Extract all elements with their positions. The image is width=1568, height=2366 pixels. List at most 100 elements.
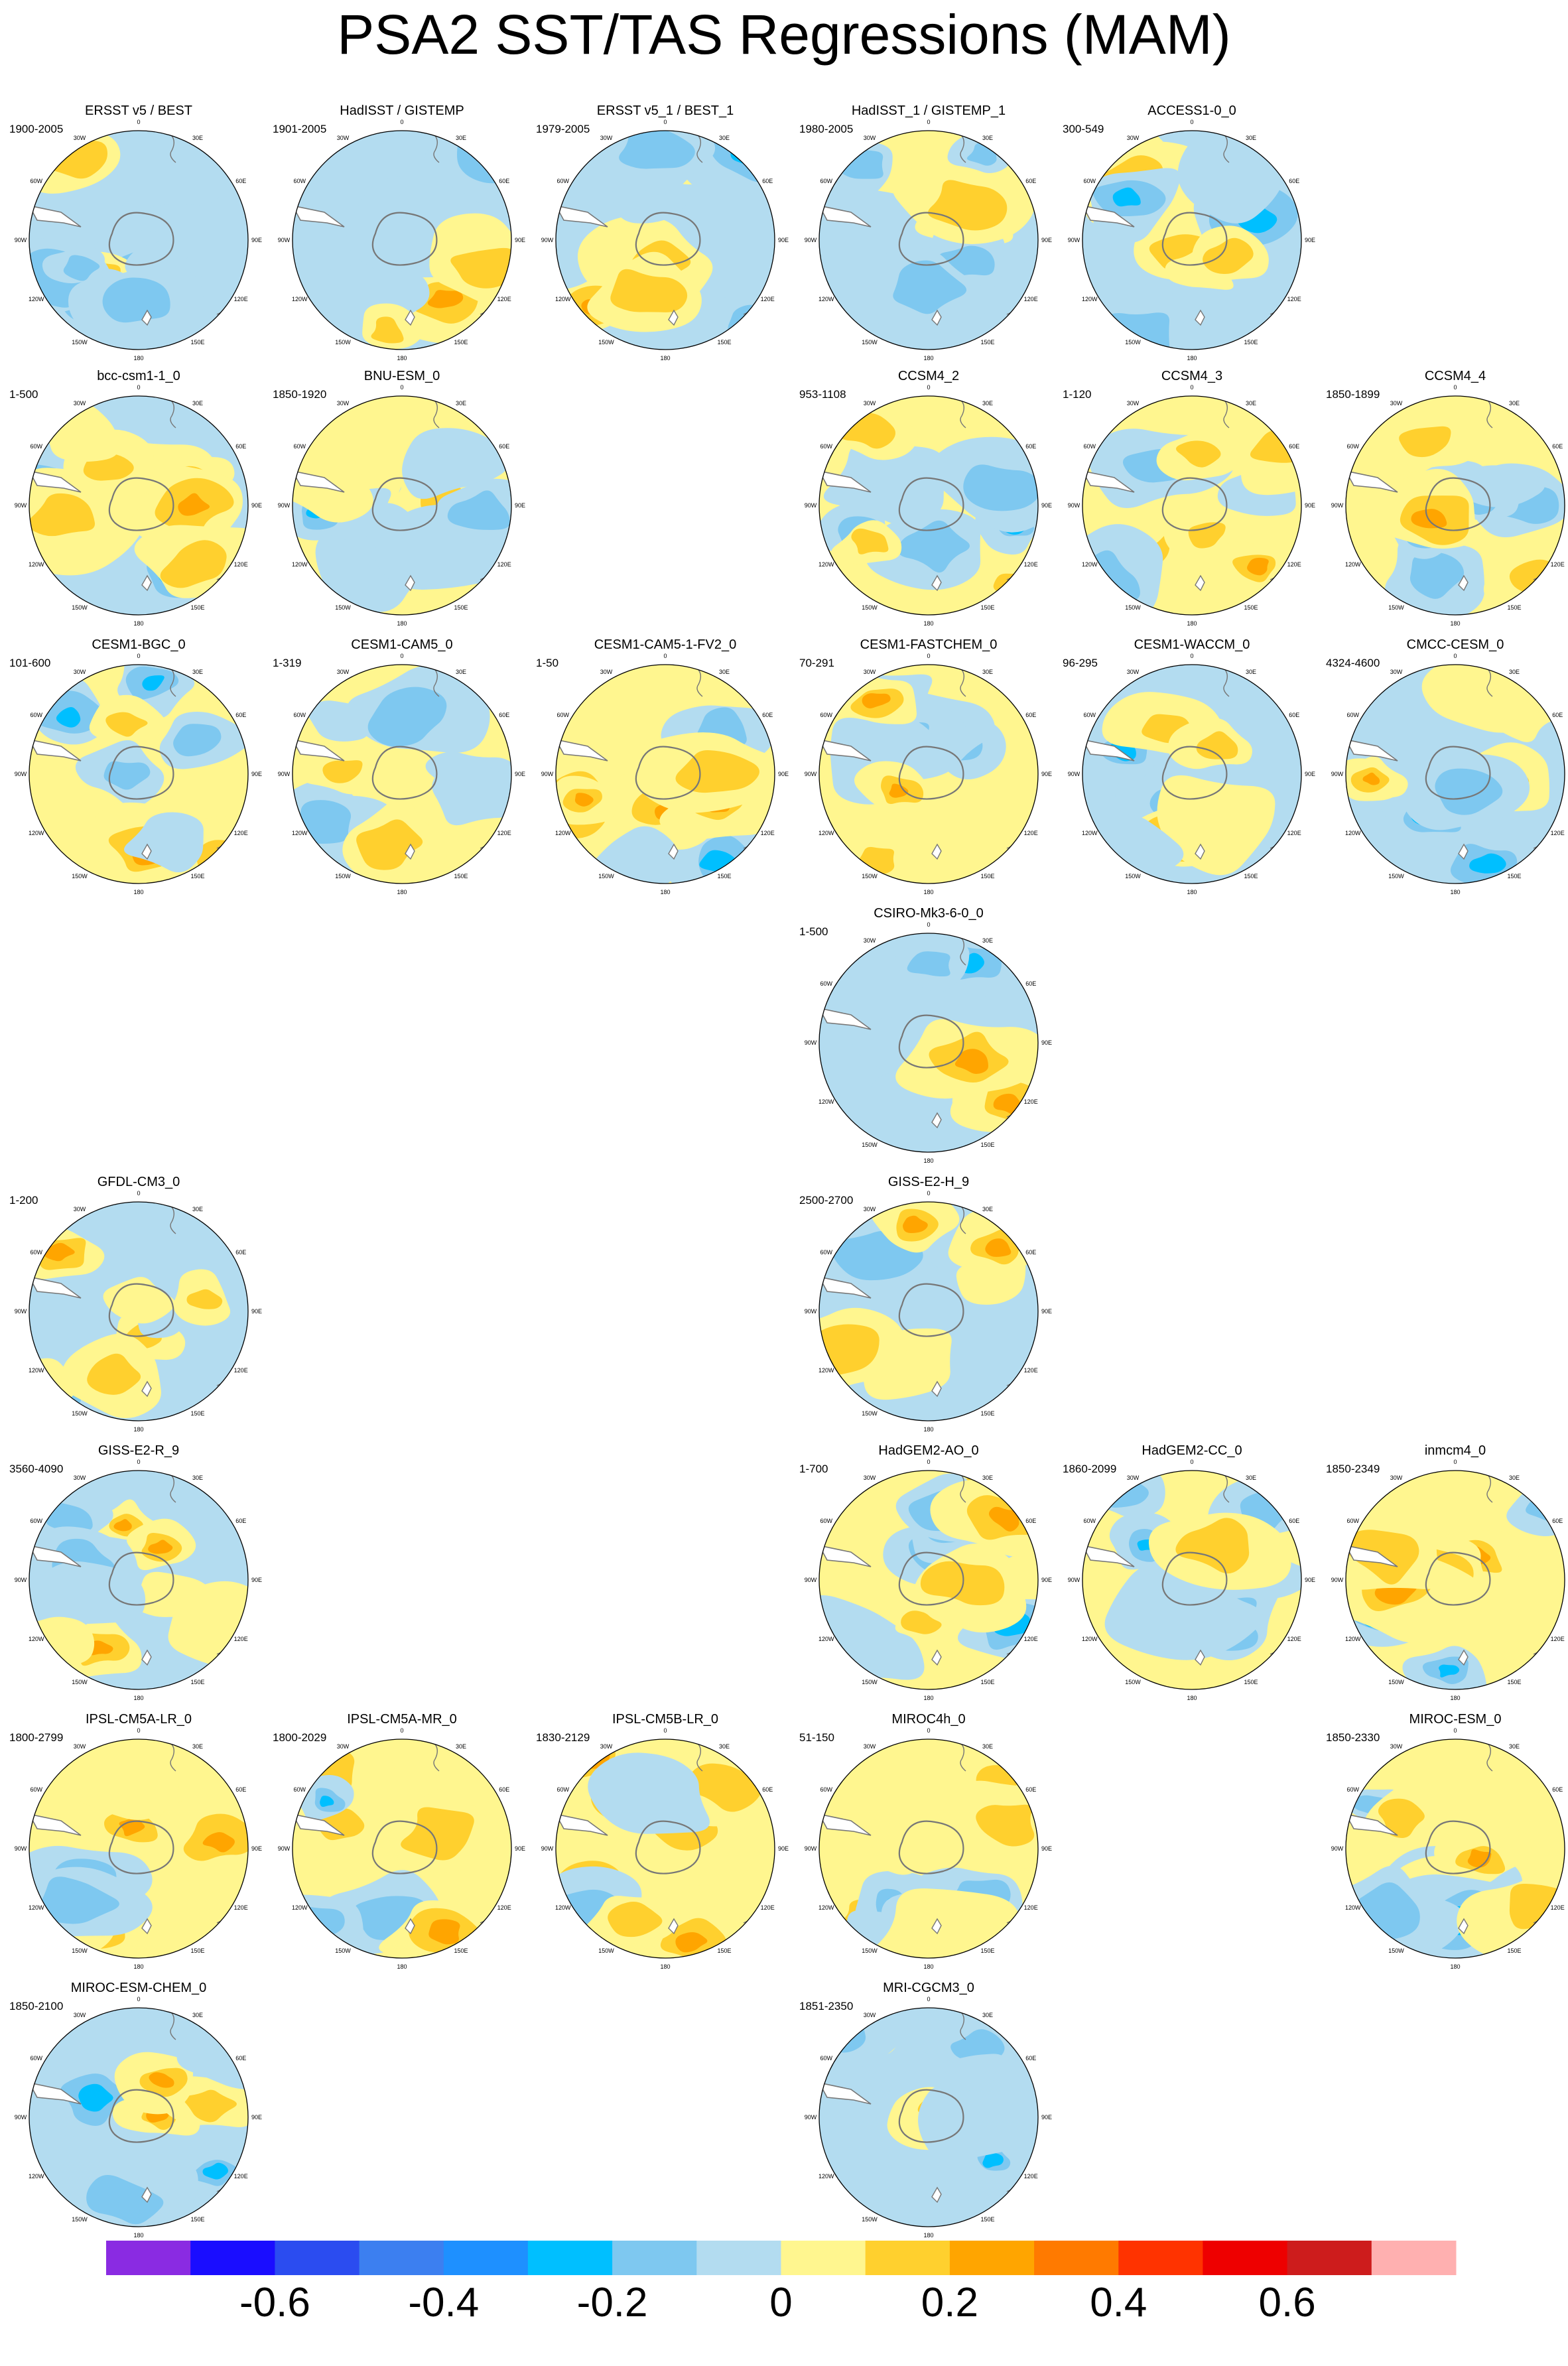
anomaly-contour bbox=[183, 2089, 237, 2123]
longitude-label: 120W bbox=[29, 296, 44, 302]
longitude-label: 90E bbox=[1041, 1577, 1052, 1583]
longitude-label: 120W bbox=[555, 1904, 571, 1911]
anomaly-contour bbox=[819, 2012, 852, 2036]
longitude-label: 30E bbox=[192, 1206, 203, 1213]
longitude-label: 90W bbox=[15, 1308, 27, 1315]
longitude-label: 60E bbox=[762, 178, 773, 184]
longitude-label: 150W bbox=[1125, 339, 1141, 346]
panel-year-range: 1830-2129 bbox=[536, 1731, 590, 1744]
panel-title: IPSL-CM5A-LR_0 bbox=[85, 1712, 192, 1727]
longitude-label: 30W bbox=[864, 1206, 876, 1213]
longitude-label: 60E bbox=[1025, 712, 1036, 718]
longitude-label: 90W bbox=[1331, 1577, 1344, 1583]
longitude-label: 90W bbox=[541, 771, 554, 777]
longitude-label: 90W bbox=[15, 771, 27, 777]
anomaly-contour bbox=[985, 1238, 1012, 1257]
longitude-label: 150E bbox=[190, 604, 204, 611]
map-border bbox=[818, 2007, 1039, 2227]
longitude-label: 150W bbox=[72, 339, 88, 346]
colorbar-swatch bbox=[1203, 2241, 1288, 2275]
longitude-label: 150E bbox=[980, 604, 994, 611]
map-panel: IPSL-CM5B-LR_0 0 30E 60E 90E 120E 150E 180 150W 1… bbox=[536, 1711, 795, 1970]
longitude-label: 120E bbox=[234, 1636, 248, 1642]
longitude-label: 60W bbox=[820, 443, 833, 450]
longitude-label: 30W bbox=[864, 937, 876, 944]
map-panel: HadGEM2-AO_0 0 30E 60E 90E 120E 150E 180 150W 120… bbox=[799, 1443, 1058, 1701]
longitude-label: 0 bbox=[927, 921, 930, 928]
map-panel: GISS-E2-R_9 0 30E 60E 90E 120E 150E 180 150W 120W… bbox=[9, 1443, 268, 1701]
panel-year-range: 953-1108 bbox=[799, 388, 846, 401]
longitude-label: 30W bbox=[337, 1743, 350, 1750]
longitude-label: 150W bbox=[598, 1947, 614, 1954]
anomaly-contour bbox=[1104, 1555, 1263, 1660]
map-panel: MRI-CGCM3_0 0 30E 60E 90E 120E 150E 180 150W 120W… bbox=[799, 1980, 1058, 2239]
longitude-label: 30W bbox=[1390, 400, 1403, 407]
longitude-label: 90W bbox=[805, 1308, 817, 1315]
longitude-label: 60W bbox=[294, 712, 306, 718]
antarctica-coastline bbox=[108, 1283, 174, 1337]
longitude-label: 90W bbox=[15, 2114, 27, 2121]
longitude-label: 30E bbox=[456, 669, 466, 675]
longitude-label: 90E bbox=[1041, 2114, 1052, 2121]
longitude-label: 30E bbox=[192, 135, 203, 141]
panel-year-range: 1800-2029 bbox=[273, 1731, 327, 1744]
new-zealand-coastline bbox=[1195, 309, 1205, 326]
longitude-label: 30W bbox=[1127, 135, 1140, 141]
new-zealand-coastline bbox=[668, 309, 679, 326]
map-border bbox=[555, 130, 775, 350]
map-border bbox=[818, 395, 1039, 616]
longitude-label: 120W bbox=[1345, 1636, 1361, 1642]
longitude-label: 30W bbox=[864, 135, 876, 141]
panel-title: MIROC-ESM-CHEM_0 bbox=[70, 1981, 207, 1995]
map-panel: bcc-csm1-1_0 0 30E 60E 90E 120E 150E 180 150W 120… bbox=[9, 368, 268, 627]
longitude-label: 150W bbox=[862, 1142, 878, 1148]
south-america-coastline bbox=[1346, 738, 1398, 761]
map-border bbox=[818, 1739, 1039, 1959]
map-panel: CMCC-CESM_0030E60E90E120E150E180150W120W… bbox=[1326, 637, 1568, 895]
longitude-label: 90W bbox=[805, 1845, 817, 1852]
longitude-label: 0 bbox=[137, 384, 140, 391]
longitude-label: 180 bbox=[1187, 355, 1197, 361]
anomaly-contour bbox=[149, 2072, 174, 2088]
longitude-label: 150E bbox=[1507, 604, 1521, 611]
anomaly-contour bbox=[142, 675, 164, 691]
longitude-label: 30W bbox=[74, 1743, 86, 1750]
panel-title: inmcm4_0 bbox=[1424, 1443, 1486, 1458]
longitude-label: 90W bbox=[15, 502, 27, 509]
longitude-label: 0 bbox=[137, 119, 140, 125]
longitude-label: 90W bbox=[805, 237, 817, 243]
antarctica-coastline bbox=[371, 746, 438, 800]
longitude-label: 90W bbox=[1331, 1845, 1344, 1852]
anomaly-contour bbox=[105, 712, 148, 737]
map-panel: CESM1-CAM5_0 0 30E 60E 90E 120E 150E 180 150W 120… bbox=[273, 637, 531, 895]
anomaly-contour bbox=[1469, 853, 1506, 874]
longitude-label: 90W bbox=[278, 237, 291, 243]
panel-year-range: 1850-2349 bbox=[1326, 1463, 1380, 1475]
panel-title: ERSST v5 / BEST bbox=[85, 103, 192, 118]
longitude-label: 120E bbox=[1024, 830, 1038, 836]
antarctica-coastline bbox=[898, 1551, 964, 1606]
longitude-label: 150E bbox=[454, 339, 468, 346]
panel-year-range: 1-319 bbox=[273, 657, 302, 669]
longitude-label: 150E bbox=[980, 1679, 994, 1685]
longitude-label: 120E bbox=[1024, 1367, 1038, 1374]
longitude-label: 150W bbox=[335, 1947, 351, 1954]
new-zealand-coastline bbox=[405, 843, 415, 860]
south-america-coastline bbox=[1082, 204, 1135, 228]
anomaly-contour bbox=[823, 441, 945, 525]
longitude-label: 120W bbox=[292, 296, 308, 302]
colorbar-swatch bbox=[612, 2241, 697, 2275]
longitude-label: 30W bbox=[864, 400, 876, 407]
longitude-label: 120W bbox=[818, 296, 834, 302]
colorbar-swatch bbox=[1118, 2241, 1203, 2275]
anomaly-contour bbox=[186, 1289, 223, 1309]
colorbar-tick-label: 0.4 bbox=[1090, 2280, 1147, 2326]
longitude-label: 150W bbox=[598, 339, 614, 346]
longitude-label: 60E bbox=[235, 712, 246, 718]
